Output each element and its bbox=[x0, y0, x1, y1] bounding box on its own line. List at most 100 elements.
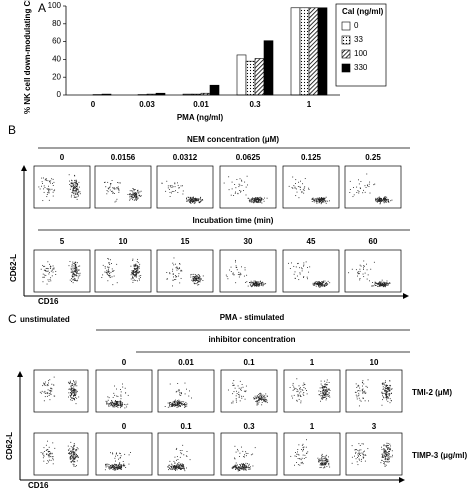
dot bbox=[388, 458, 390, 460]
dot bbox=[239, 469, 241, 471]
dot bbox=[133, 189, 135, 190]
dot bbox=[112, 396, 114, 398]
dot bbox=[71, 387, 73, 389]
dot bbox=[49, 279, 51, 280]
dot bbox=[249, 467, 250, 468]
dot bbox=[139, 196, 141, 197]
x-tick-label: 0.03 bbox=[139, 100, 155, 109]
dot bbox=[319, 286, 321, 288]
dot bbox=[327, 463, 329, 465]
dot bbox=[363, 265, 365, 267]
dot bbox=[318, 199, 320, 201]
dot bbox=[133, 271, 134, 273]
dot bbox=[288, 262, 289, 264]
dot bbox=[237, 192, 239, 194]
dot bbox=[377, 200, 379, 202]
dot bbox=[180, 394, 182, 396]
dot bbox=[136, 273, 138, 274]
dot bbox=[76, 385, 78, 387]
axis-label: CD62-L bbox=[5, 432, 14, 460]
dot bbox=[171, 402, 173, 404]
dot bbox=[321, 396, 323, 398]
dot bbox=[326, 387, 327, 389]
dot bbox=[112, 452, 113, 454]
dot bbox=[53, 268, 55, 270]
dot bbox=[51, 269, 53, 271]
dot bbox=[139, 195, 141, 196]
dot bbox=[378, 284, 380, 285]
dot bbox=[173, 465, 175, 467]
dot bbox=[121, 465, 123, 467]
dot bbox=[73, 453, 75, 455]
dot bbox=[169, 464, 171, 466]
dot bbox=[173, 402, 175, 403]
dot bbox=[42, 200, 44, 202]
dot bbox=[186, 388, 187, 390]
dot bbox=[69, 383, 71, 385]
dot bbox=[379, 283, 381, 285]
dot bbox=[169, 460, 171, 462]
dot bbox=[74, 279, 76, 281]
dot bbox=[234, 387, 236, 389]
dot bbox=[321, 461, 323, 463]
dot bbox=[73, 194, 75, 196]
dot bbox=[70, 388, 72, 390]
dot bbox=[108, 271, 109, 273]
dot bbox=[73, 454, 75, 455]
dot bbox=[136, 260, 138, 262]
dot bbox=[303, 189, 305, 191]
dot bbox=[387, 391, 388, 393]
dot bbox=[260, 282, 262, 284]
dot bbox=[180, 277, 182, 279]
dot bbox=[390, 385, 392, 387]
dot bbox=[74, 390, 76, 392]
dot bbox=[75, 382, 77, 384]
dot bbox=[179, 268, 181, 269]
dot bbox=[132, 273, 134, 275]
dot bbox=[324, 384, 326, 385]
dot bbox=[322, 200, 324, 202]
dot bbox=[355, 458, 357, 460]
dot bbox=[261, 396, 262, 398]
header: PMA - stimulated bbox=[220, 313, 285, 322]
dot bbox=[364, 460, 366, 462]
dot bbox=[116, 388, 118, 390]
dot bbox=[244, 398, 246, 400]
dot bbox=[183, 404, 185, 406]
dot bbox=[293, 386, 295, 388]
dot bbox=[192, 200, 194, 202]
dot bbox=[178, 465, 180, 467]
dot bbox=[47, 192, 49, 194]
dot bbox=[260, 198, 262, 200]
dot bbox=[44, 269, 46, 271]
dot bbox=[76, 198, 78, 200]
dot bbox=[79, 193, 81, 195]
dot bbox=[313, 201, 315, 203]
dot bbox=[239, 190, 241, 191]
dot bbox=[363, 189, 364, 191]
dot bbox=[253, 282, 255, 284]
dot bbox=[234, 458, 236, 460]
dot bbox=[132, 194, 134, 196]
dot bbox=[194, 198, 196, 200]
dot bbox=[68, 174, 70, 176]
dot bbox=[295, 179, 297, 181]
dot bbox=[256, 395, 258, 397]
dot bbox=[326, 384, 327, 385]
dot bbox=[388, 454, 390, 456]
dot bbox=[243, 469, 244, 471]
dot bbox=[72, 192, 74, 194]
dot bbox=[71, 279, 73, 281]
dot bbox=[75, 389, 77, 391]
dot bbox=[134, 193, 136, 195]
dot bbox=[71, 456, 73, 458]
dot bbox=[73, 388, 75, 390]
dot bbox=[107, 269, 109, 271]
dot bbox=[40, 452, 42, 454]
dot bbox=[48, 192, 50, 194]
dot bbox=[76, 280, 78, 282]
dot bbox=[265, 401, 267, 402]
bar bbox=[317, 7, 328, 96]
dot bbox=[121, 403, 123, 405]
dot bbox=[179, 465, 180, 466]
